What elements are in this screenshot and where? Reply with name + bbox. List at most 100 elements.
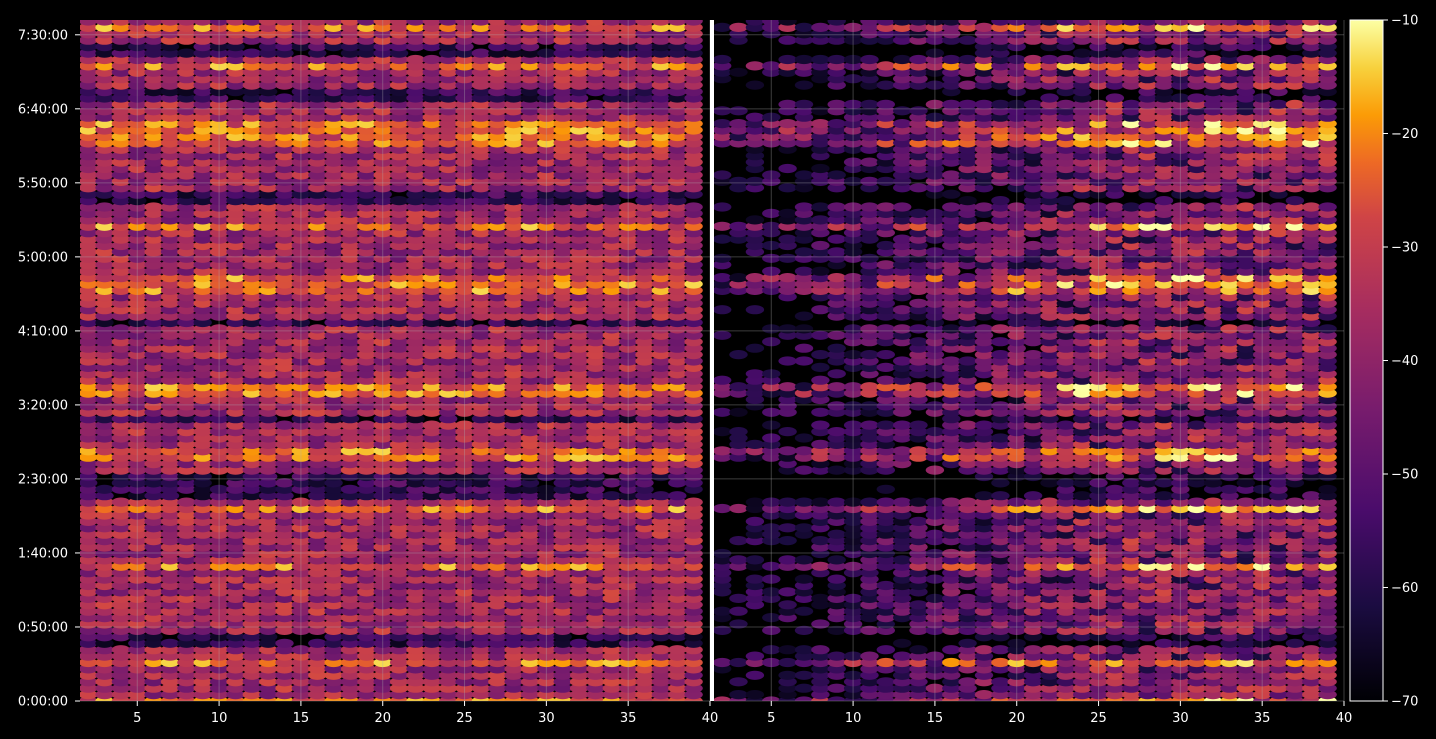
heatmap-cell — [160, 311, 180, 321]
heatmap-cell — [160, 433, 180, 443]
heatmap-cell — [651, 61, 671, 71]
heatmap-cell — [291, 61, 311, 71]
heatmap-cell — [80, 298, 98, 308]
heatmap-cell — [193, 131, 212, 142]
heatmap-cell — [259, 600, 278, 610]
heatmap-cell — [439, 99, 458, 109]
heatmap-cell — [602, 593, 621, 604]
heatmap-cell — [259, 131, 278, 142]
heatmap-cell — [537, 542, 556, 552]
heatmap-cell — [242, 253, 261, 263]
heatmap-cell — [291, 613, 311, 623]
heatmap-cell — [291, 394, 311, 405]
heatmap-cell — [144, 382, 163, 392]
heatmap-cell — [488, 350, 507, 360]
heatmap-cell — [455, 112, 474, 122]
heatmap-cell — [95, 369, 114, 379]
heatmap-cell — [95, 144, 114, 154]
heatmap-cell — [95, 176, 114, 186]
heatmap-cell — [389, 638, 409, 648]
heatmap-cell — [373, 459, 392, 469]
heatmap-cell — [193, 593, 212, 604]
heatmap-cell — [111, 221, 131, 231]
heatmap-cell — [128, 548, 147, 559]
heatmap-cell — [340, 401, 360, 411]
heatmap-cell — [209, 202, 229, 212]
heatmap-cell — [291, 170, 311, 180]
heatmap-cell — [553, 20, 572, 26]
heatmap-cell — [80, 131, 98, 142]
heatmap-cell — [259, 119, 278, 129]
heatmap-cell — [308, 163, 327, 174]
heatmap-cell — [389, 459, 409, 469]
heatmap-cell — [471, 163, 491, 174]
heatmap-cell — [259, 343, 278, 353]
heatmap-cell — [586, 67, 605, 77]
heatmap-cell — [537, 561, 556, 571]
heatmap-cell — [324, 157, 343, 167]
heatmap-cell — [537, 420, 556, 430]
heatmap-cell — [553, 497, 572, 507]
heatmap-cell — [471, 657, 491, 668]
heatmap-cell — [160, 362, 180, 372]
heatmap-cell — [488, 48, 507, 58]
heatmap-cell — [209, 99, 229, 109]
heatmap-cell — [209, 138, 229, 148]
heatmap-cell — [488, 228, 507, 238]
heatmap-cell — [537, 523, 556, 533]
heatmap-cell — [635, 657, 654, 668]
heatmap-cell — [144, 497, 163, 507]
heatmap-cell — [259, 619, 278, 629]
heatmap-cell — [471, 279, 491, 289]
heatmap-cell — [602, 22, 621, 32]
heatmap-cell — [308, 382, 327, 392]
heatmap-cell — [422, 87, 441, 97]
heatmap-cell — [373, 125, 392, 135]
heatmap-cell — [80, 510, 98, 520]
heatmap-cell — [193, 536, 212, 546]
heatmap-cell — [373, 362, 392, 372]
heatmap-cell — [684, 568, 703, 578]
heatmap-cell — [177, 548, 196, 559]
heatmap-cell — [455, 48, 474, 58]
heatmap-cell — [635, 138, 654, 148]
heatmap-cell — [95, 189, 114, 199]
heatmap-cell — [373, 587, 392, 597]
heatmap-cell — [95, 677, 114, 687]
heatmap-cell — [259, 484, 278, 494]
heatmap-cell — [422, 337, 441, 347]
heatmap-cell — [684, 317, 703, 328]
heatmap-cell — [504, 606, 523, 616]
heatmap-cell — [439, 125, 458, 135]
heatmap-cell — [406, 516, 425, 527]
heatmap-cell — [586, 292, 605, 302]
heatmap-cell — [668, 670, 687, 680]
y-tick-label: 0:50:00 — [18, 620, 68, 635]
heatmap-cell — [553, 478, 572, 488]
heatmap-cell — [668, 324, 687, 334]
heatmap-cell — [193, 208, 212, 218]
heatmap-cell — [586, 253, 605, 263]
heatmap-cell — [209, 465, 229, 475]
heatmap-cell — [1187, 645, 1206, 655]
heatmap-cell — [684, 343, 703, 353]
heatmap-cell — [340, 189, 360, 199]
heatmap-cell — [242, 22, 261, 32]
heatmap-cell — [111, 125, 131, 135]
heatmap-cell — [128, 362, 147, 372]
heatmap-cell — [160, 394, 180, 405]
heatmap-cell — [226, 273, 245, 283]
heatmap-cell — [537, 593, 556, 604]
heatmap-cell — [340, 138, 360, 148]
heatmap-cell — [619, 292, 638, 302]
heatmap-cell — [209, 452, 229, 462]
heatmap-cell — [635, 176, 654, 186]
heatmap-cell — [144, 683, 163, 693]
heatmap-cell — [537, 298, 556, 308]
heatmap-cell — [275, 574, 294, 584]
heatmap-cell — [553, 362, 572, 372]
heatmap-cell — [177, 74, 196, 84]
heatmap-cell — [193, 74, 212, 84]
heatmap-cell — [553, 87, 572, 97]
heatmap-cell — [226, 542, 245, 552]
